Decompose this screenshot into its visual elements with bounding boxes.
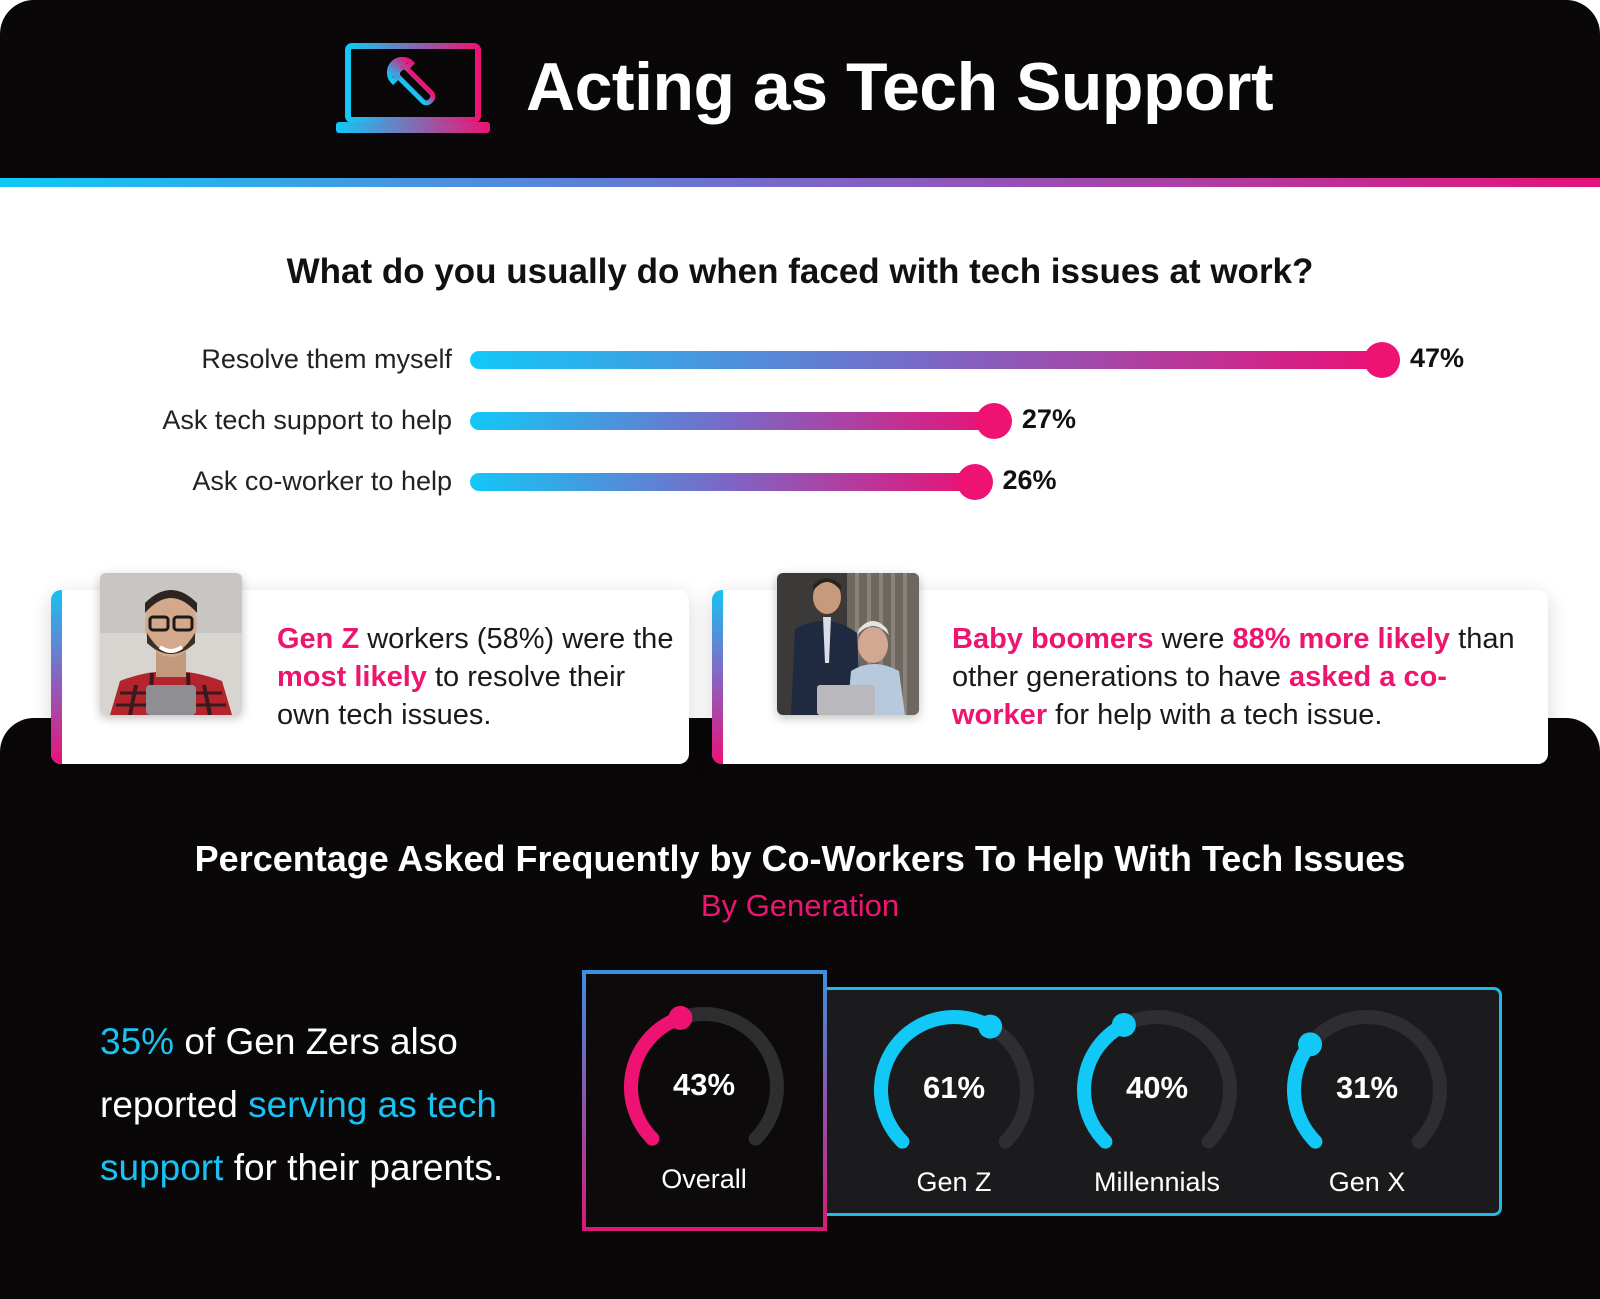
- laptop-wrench-icon: [336, 43, 490, 133]
- gauge-end-dot: [1298, 1032, 1323, 1057]
- page-title: Acting as Tech Support: [526, 49, 1274, 125]
- bar: [470, 412, 994, 430]
- boomers-fact-text: Baby boomers were 88% more likely than o…: [952, 623, 1515, 731]
- bar-chart-title: What do you usually do when faced with t…: [286, 252, 1314, 291]
- genz-fact-text: Gen Z workers (58%) were the most likely…: [277, 623, 674, 731]
- card-accent-bar: [51, 590, 62, 764]
- gauge-value-arc: [1287, 1037, 1323, 1149]
- bar-category-label: Ask tech support to help: [162, 405, 452, 435]
- young-man-photo: [100, 573, 242, 715]
- office-workers-photo: [777, 573, 919, 715]
- gauge-value-label: 61%: [922, 1070, 986, 1105]
- gauge: [624, 1005, 784, 1146]
- gauge-end-dot: [668, 1005, 693, 1030]
- gauge-chart-subtitle: By Generation: [700, 888, 900, 923]
- gauge-end-dot: [1111, 1012, 1136, 1037]
- header-gradient-stripe: [0, 178, 1600, 187]
- bar-end-dot: [1364, 342, 1400, 378]
- bar-category-label: Resolve them myself: [201, 344, 452, 374]
- gauge-value-label: 40%: [1125, 1070, 1189, 1105]
- genz-parents-note: 35% of Gen Zers also reported serving as…: [100, 1021, 504, 1188]
- gauge-chart-title: Percentage Asked Frequently by Co-Worker…: [194, 838, 1406, 879]
- bar-end-dot: [975, 403, 1012, 439]
- bar-end-dot: [956, 464, 993, 500]
- header-banner: [0, 0, 1600, 186]
- gauge-end-dot: [978, 1014, 1003, 1039]
- gauge: [874, 1010, 1034, 1149]
- gauge-value-arc: [874, 1010, 998, 1149]
- gauge-value-arc: [624, 1010, 688, 1146]
- gauge-category-label: Millennials: [1093, 1167, 1221, 1197]
- gauge-value-arc: [1077, 1017, 1131, 1149]
- bar-value-label: 47%: [1410, 343, 1465, 373]
- bar-category-label: Ask co-worker to help: [192, 466, 452, 496]
- gauge-category-label: Gen Z: [916, 1167, 992, 1197]
- bar-value-label: 27%: [1021, 404, 1076, 434]
- gauge: [1077, 1010, 1237, 1149]
- gauge-value-label: 43%: [672, 1067, 736, 1102]
- bar-value-label: 26%: [1002, 465, 1057, 495]
- gauge-category-label: Overall: [661, 1164, 747, 1194]
- bar: [470, 351, 1382, 369]
- gauge: [1287, 1010, 1447, 1149]
- gauge-value-label: 31%: [1335, 1070, 1399, 1105]
- card-accent-bar: [712, 590, 723, 764]
- bar: [470, 473, 975, 491]
- gauge-category-label: Gen X: [1328, 1167, 1406, 1197]
